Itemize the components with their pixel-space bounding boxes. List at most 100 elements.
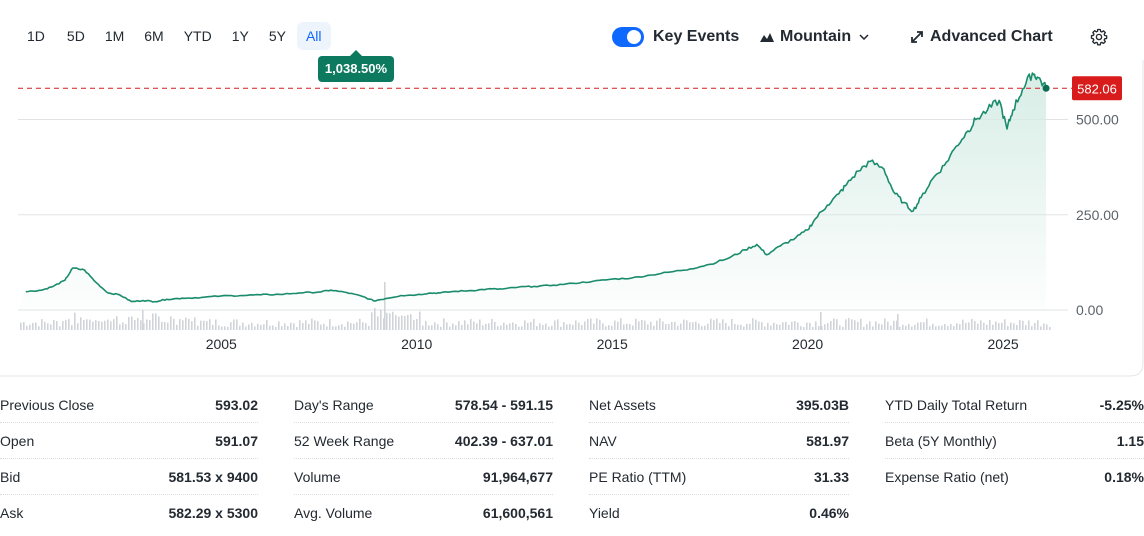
volume-bar xyxy=(668,323,670,330)
settings-button[interactable] xyxy=(1090,24,1108,50)
price-chart[interactable]: 500.00 250.00 0.00 2005 2010 2015 2020 2025 58… xyxy=(0,60,1144,377)
volume-bar xyxy=(1001,322,1003,330)
volume-bar xyxy=(242,322,244,330)
volume-bar xyxy=(869,321,871,330)
stat-label: Expense Ratio (net) xyxy=(885,468,1009,485)
volume-bar xyxy=(791,321,793,330)
range-tab-all[interactable]: All xyxy=(296,22,331,50)
volume-bar xyxy=(983,322,985,330)
last-price-point xyxy=(1042,84,1050,92)
volume-bar xyxy=(491,318,493,330)
stat-value: 582.29 x 5300 xyxy=(168,504,258,521)
stat-row: Net Assets 395.03B xyxy=(589,387,849,423)
volume-bar xyxy=(1013,323,1015,330)
stat-row: Avg. Volume 61,600,561 xyxy=(294,495,553,531)
volume-bar xyxy=(464,320,466,330)
volume-bar xyxy=(560,326,562,330)
volume-bar xyxy=(725,323,727,330)
volume-bar xyxy=(521,326,523,330)
volume-bar xyxy=(293,323,295,330)
volume-bar xyxy=(710,318,712,330)
volume-bar xyxy=(701,326,703,330)
range-tab-6m[interactable]: 6M xyxy=(144,28,164,44)
volume-bar xyxy=(695,321,697,330)
volume-bar xyxy=(251,322,253,330)
volume-bar xyxy=(644,320,646,330)
range-tab-5d[interactable]: 5D xyxy=(66,28,85,44)
volume-bar xyxy=(620,318,622,330)
volume-bar xyxy=(749,323,751,330)
volume-bar xyxy=(77,323,79,330)
range-tab-1m[interactable]: 1M xyxy=(104,28,125,44)
volume-bar xyxy=(488,323,490,330)
volume-bar xyxy=(383,318,385,330)
volume-bar xyxy=(1031,326,1033,330)
volume-bar xyxy=(263,324,265,330)
volume-bar xyxy=(998,323,1000,330)
volume-bar xyxy=(317,321,319,330)
volume-bar xyxy=(1025,325,1027,330)
volume-bar xyxy=(797,322,799,330)
advanced-chart-label: Advanced Chart xyxy=(930,28,1053,45)
volume-bar xyxy=(557,319,559,330)
volume-bar xyxy=(41,319,43,330)
volume-bar xyxy=(875,321,877,330)
y-tick-label: 500.00 xyxy=(1076,112,1119,128)
stat-label: Day's Range xyxy=(294,396,374,413)
volume-bar xyxy=(389,313,391,330)
volume-bar xyxy=(380,309,382,330)
volume-bar xyxy=(842,326,844,330)
volume-bar xyxy=(164,321,166,330)
volume-bar xyxy=(584,321,586,330)
expand-icon xyxy=(911,31,923,43)
volume-bar xyxy=(137,318,139,330)
advanced-chart-button[interactable]: Advanced Chart xyxy=(910,24,1053,50)
volume-bar xyxy=(857,321,859,330)
volume-bar xyxy=(365,323,367,330)
stat-value: 91,964,677 xyxy=(482,468,553,485)
range-tab-ytd[interactable]: YTD xyxy=(183,28,212,44)
volume-bar xyxy=(761,322,763,330)
volume-bar xyxy=(428,325,430,330)
volume-bar xyxy=(425,320,427,330)
range-tab-1d[interactable]: 1D xyxy=(27,28,45,44)
volume-bar xyxy=(617,321,619,330)
volume-bar xyxy=(911,326,913,330)
volume-bar xyxy=(56,321,58,330)
volume-bar xyxy=(830,320,832,330)
volume-bar xyxy=(236,319,238,330)
chart-type-button[interactable]: Mountain xyxy=(760,24,875,50)
volume-bar xyxy=(827,323,829,330)
volume-bar xyxy=(302,322,304,330)
volume-bar xyxy=(86,319,88,330)
volume-bar xyxy=(407,314,409,330)
volume-bar xyxy=(863,326,865,330)
range-tab-5y[interactable]: 5Y xyxy=(268,28,286,44)
volume-bar xyxy=(131,316,133,330)
volume-bar xyxy=(953,326,955,330)
volume-bar xyxy=(671,321,673,330)
key-events-toggle[interactable] xyxy=(612,27,644,47)
volume-bar xyxy=(332,326,334,330)
volume-bar xyxy=(104,320,106,330)
stat-row: Yield 0.46% xyxy=(589,495,849,531)
volume-bar xyxy=(566,324,568,330)
volume-bar xyxy=(881,324,883,330)
range-tab-1y[interactable]: 1Y xyxy=(231,28,249,44)
volume-bar xyxy=(743,326,745,330)
stat-row: Previous Close 593.02 xyxy=(0,387,258,423)
key-events-toggle-group[interactable]: Key Events xyxy=(612,24,739,50)
volume-bar xyxy=(920,322,922,330)
volume-bar xyxy=(35,322,37,330)
stat-value: 581.97 xyxy=(806,432,849,449)
stat-label: Bid xyxy=(0,468,21,485)
volume-bar xyxy=(803,326,805,330)
volume-bar xyxy=(527,322,529,330)
volume-bar xyxy=(515,324,517,330)
volume-bar xyxy=(194,317,196,330)
stats-column-2: Day's Range 578.54 - 591.15 52 Week Range… xyxy=(294,387,553,531)
stat-row: Volume 91,964,677 xyxy=(294,459,553,495)
volume-bar xyxy=(377,316,379,330)
stat-row: Expense Ratio (net) 0.18% xyxy=(885,459,1144,495)
stats-column-1: Previous Close 593.02 Open 591.07 Bid 581.5… xyxy=(0,387,258,531)
